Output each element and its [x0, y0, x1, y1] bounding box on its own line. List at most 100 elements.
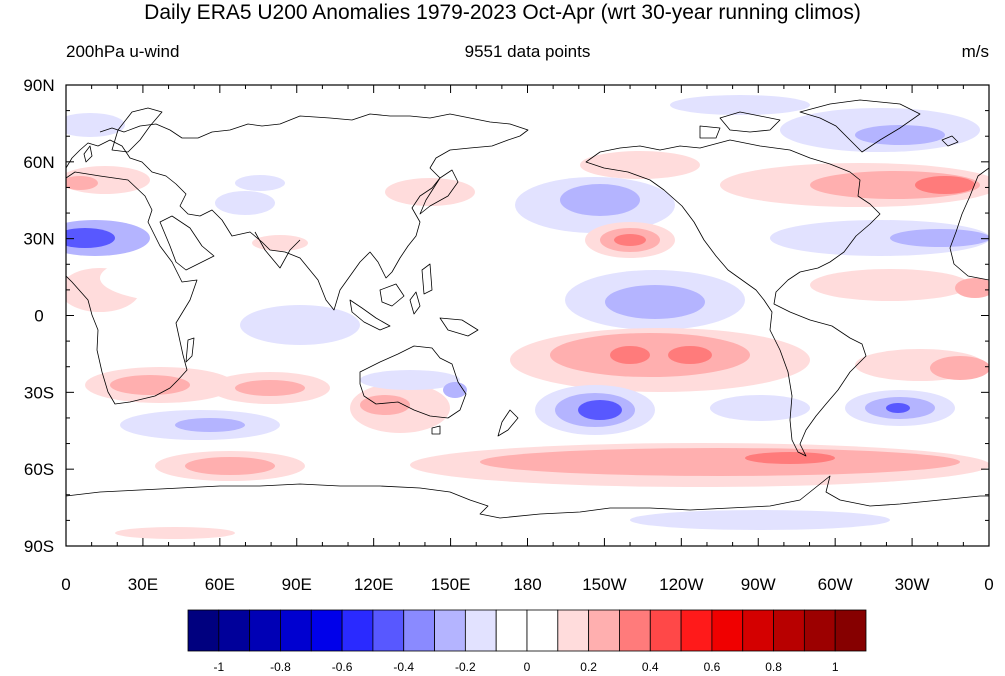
coastline: [349, 299, 391, 331]
coastline: [719, 111, 781, 133]
anomaly-shade: [668, 346, 712, 364]
colorbar-swatch: [619, 609, 651, 652]
anomaly-shade: [185, 457, 275, 475]
colorbar-swatch: [742, 609, 774, 652]
x-tick-label: 90E: [282, 575, 312, 594]
chart-title: Daily ERA5 U200 Anomalies 1979-2023 Oct-…: [144, 1, 861, 24]
x-tick-label: 150W: [582, 575, 626, 594]
coastlines: [66, 99, 989, 519]
colorbar-swatch: [280, 609, 312, 652]
anomaly-shade: [100, 252, 300, 304]
data-count-label: 9551 data points: [464, 42, 591, 61]
coastline: [419, 169, 459, 215]
coastline: [379, 283, 405, 307]
colorbar-swatch: [495, 609, 528, 652]
y-tick-label: 90N: [23, 76, 54, 95]
anomaly-shade: [915, 176, 975, 194]
coastline: [66, 171, 198, 405]
colorbar-swatch: [310, 609, 343, 652]
colorbar-label: 0.8: [765, 660, 782, 674]
anomaly-shade: [360, 395, 410, 415]
y-tick-label: 60N: [23, 153, 54, 172]
colorbar: [187, 609, 867, 652]
colorbar-swatch: [403, 609, 435, 652]
x-tick-label: 0: [61, 575, 70, 594]
coastline: [949, 167, 989, 281]
colorbar-swatch: [711, 609, 744, 652]
colorbar-swatch: [803, 609, 836, 652]
anomaly-shade: [235, 175, 285, 191]
axis-tick-labels: 0 30E 60E 90E 120E 150E 180 150W 120W 90W 60W 30W 09…: [23, 76, 993, 594]
anomaly-shade: [610, 346, 650, 364]
anomaly-shade: [360, 370, 460, 390]
coastline: [431, 425, 441, 435]
colorbar-swatch: [557, 609, 590, 652]
colorbar-label: -0.4: [393, 660, 414, 674]
coastline: [799, 99, 921, 153]
x-tick-label: 90W: [741, 575, 776, 594]
coastline: [185, 337, 195, 363]
colorbar-label: 0: [524, 660, 531, 674]
colorbar-swatch: [249, 609, 281, 652]
colorbar-label: 0.2: [580, 660, 597, 674]
colorbar-swatch: [372, 609, 405, 652]
colorbar-swatch: [187, 609, 220, 652]
colorbar-swatch: [588, 609, 620, 652]
colorbar-label: 0.4: [642, 660, 659, 674]
colorbar-swatch: [464, 609, 497, 652]
anomaly-shade: [810, 269, 970, 301]
anomaly-shade: [745, 452, 835, 464]
x-tick-label: 60W: [818, 575, 853, 594]
x-tick-label: 30E: [128, 575, 158, 594]
coastline: [159, 215, 215, 271]
anomaly-shade: [580, 151, 700, 179]
anomaly-shade: [215, 191, 275, 215]
coastline: [66, 113, 529, 311]
colorbar-label: -0.6: [332, 660, 353, 674]
axis-ticks: [65, 84, 990, 547]
colorbar-labels: -1 -0.8 -0.6 -0.4 -0.2 0 0.2 0.4 0.6 0.8 1: [213, 660, 838, 674]
colorbar-label: -1: [213, 660, 224, 674]
anomaly-shade: [115, 527, 235, 539]
anomaly-field: [66, 95, 989, 539]
x-tick-label: 0: [984, 575, 993, 594]
units-label: m/s: [961, 42, 989, 61]
x-tick-label: 150E: [431, 575, 471, 594]
anomaly-shade: [385, 178, 475, 206]
anomaly-shade: [886, 403, 910, 413]
colorbar-swatch: [834, 609, 867, 652]
anomaly-shade: [252, 235, 308, 251]
colorbar-swatch: [434, 609, 466, 652]
anomaly-shade: [235, 380, 305, 396]
coastline: [83, 145, 93, 163]
colorbar-label: 0.6: [704, 660, 721, 674]
anomaly-shade: [175, 418, 245, 432]
colorbar-swatch: [526, 609, 559, 652]
colorbar-swatch: [680, 609, 713, 652]
x-tick-label: 120E: [354, 575, 394, 594]
coastline: [409, 291, 421, 315]
anomaly-shade: [66, 113, 125, 137]
anomaly-shade: [240, 305, 360, 345]
x-tick-label: 120W: [659, 575, 703, 594]
anomaly-shade: [66, 176, 98, 190]
anomaly-shade: [770, 220, 989, 256]
anomaly-shade: [66, 228, 115, 248]
anomaly-shade: [670, 95, 810, 115]
anomaly-shade: [710, 395, 810, 421]
anomaly-shade: [930, 356, 989, 380]
coastline: [254, 231, 301, 269]
anomaly-shade: [630, 510, 890, 530]
coastline: [66, 475, 989, 519]
anomaly-shade: [614, 234, 646, 246]
anomaly-shade: [955, 278, 989, 298]
coastline: [439, 317, 479, 337]
coastline: [941, 135, 959, 147]
colorbar-swatch: [341, 609, 374, 652]
coastline: [111, 107, 163, 153]
coastline: [497, 409, 519, 437]
y-tick-label: 90S: [24, 537, 54, 556]
y-tick-label: 60S: [24, 460, 54, 479]
y-tick-label: 0: [34, 307, 43, 326]
